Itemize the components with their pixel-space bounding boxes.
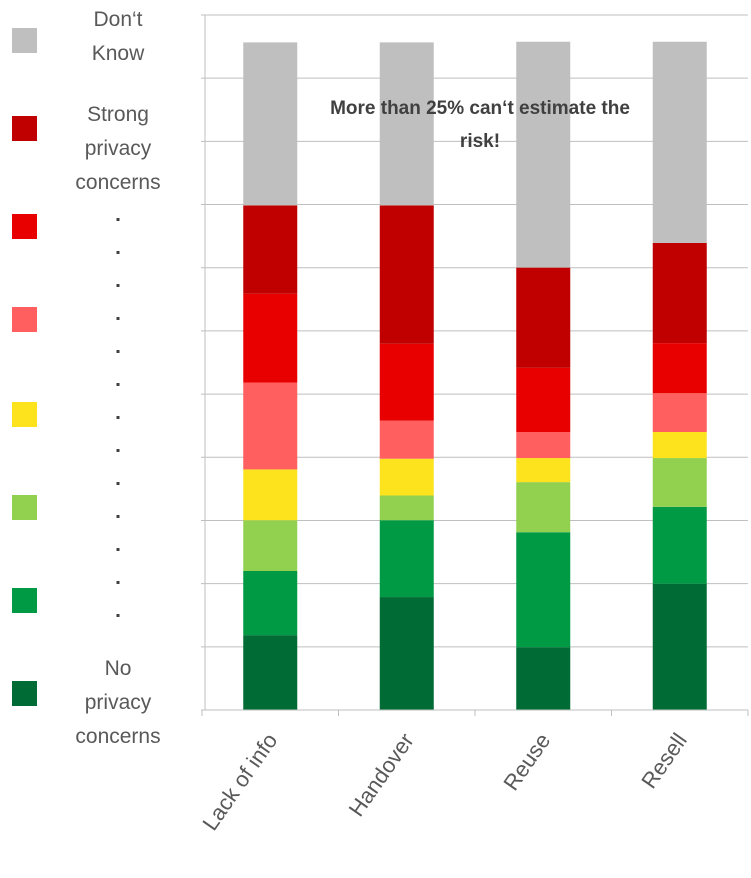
bar-segment bbox=[243, 571, 298, 636]
bar-segment bbox=[516, 267, 571, 368]
x-tick-label: Reuse bbox=[498, 729, 555, 795]
bar-segment bbox=[243, 293, 298, 383]
legend-swatch bbox=[12, 214, 37, 239]
bar-segment bbox=[516, 482, 571, 533]
bar-segment bbox=[516, 367, 571, 432]
bar-segment bbox=[243, 42, 298, 206]
bar-segment bbox=[379, 420, 434, 459]
bar-segment bbox=[516, 647, 571, 710]
legend-swatch bbox=[12, 681, 37, 706]
bar-segment bbox=[652, 458, 707, 507]
bar-segment bbox=[652, 506, 707, 584]
bar-segment bbox=[652, 393, 707, 432]
bar-segment bbox=[379, 597, 434, 710]
bar-segment bbox=[243, 382, 298, 470]
bar-segment bbox=[516, 458, 571, 483]
x-tick-label: Handover bbox=[344, 729, 419, 821]
bar-segment bbox=[243, 205, 298, 294]
legend-label: Strong privacy concerns bbox=[75, 103, 161, 194]
x-tick-label: Lack of info bbox=[197, 729, 282, 836]
bar-segment bbox=[652, 432, 707, 459]
bar-segment bbox=[379, 343, 434, 421]
bar-segment bbox=[243, 635, 298, 710]
bar-segment bbox=[516, 41, 571, 268]
legend-swatch bbox=[12, 402, 37, 427]
legend-label: No privacy concerns bbox=[75, 657, 161, 748]
bar-segment bbox=[652, 583, 707, 710]
bar-segment bbox=[243, 469, 298, 521]
bar-segment bbox=[379, 205, 434, 344]
legend-label: Don‘t Know bbox=[91, 8, 145, 65]
legend-swatch bbox=[12, 307, 37, 332]
legend-swatch bbox=[12, 495, 37, 520]
bar-segment bbox=[516, 432, 571, 459]
legend-swatch bbox=[12, 116, 37, 141]
bar-segment bbox=[379, 520, 434, 598]
bar-segment bbox=[652, 41, 707, 243]
bar-segment bbox=[243, 520, 298, 571]
bar-segment bbox=[652, 343, 707, 394]
bar-segment bbox=[652, 242, 707, 344]
bar-segment bbox=[379, 42, 434, 206]
bar-segment bbox=[379, 495, 434, 521]
bar-segment bbox=[379, 458, 434, 496]
legend-swatch bbox=[12, 588, 37, 613]
legend-swatch bbox=[12, 28, 37, 53]
annotation: More than 25% can‘t estimate the risk! bbox=[330, 98, 630, 152]
x-tick-label: Resell bbox=[636, 729, 692, 793]
bar-segment bbox=[516, 532, 571, 648]
